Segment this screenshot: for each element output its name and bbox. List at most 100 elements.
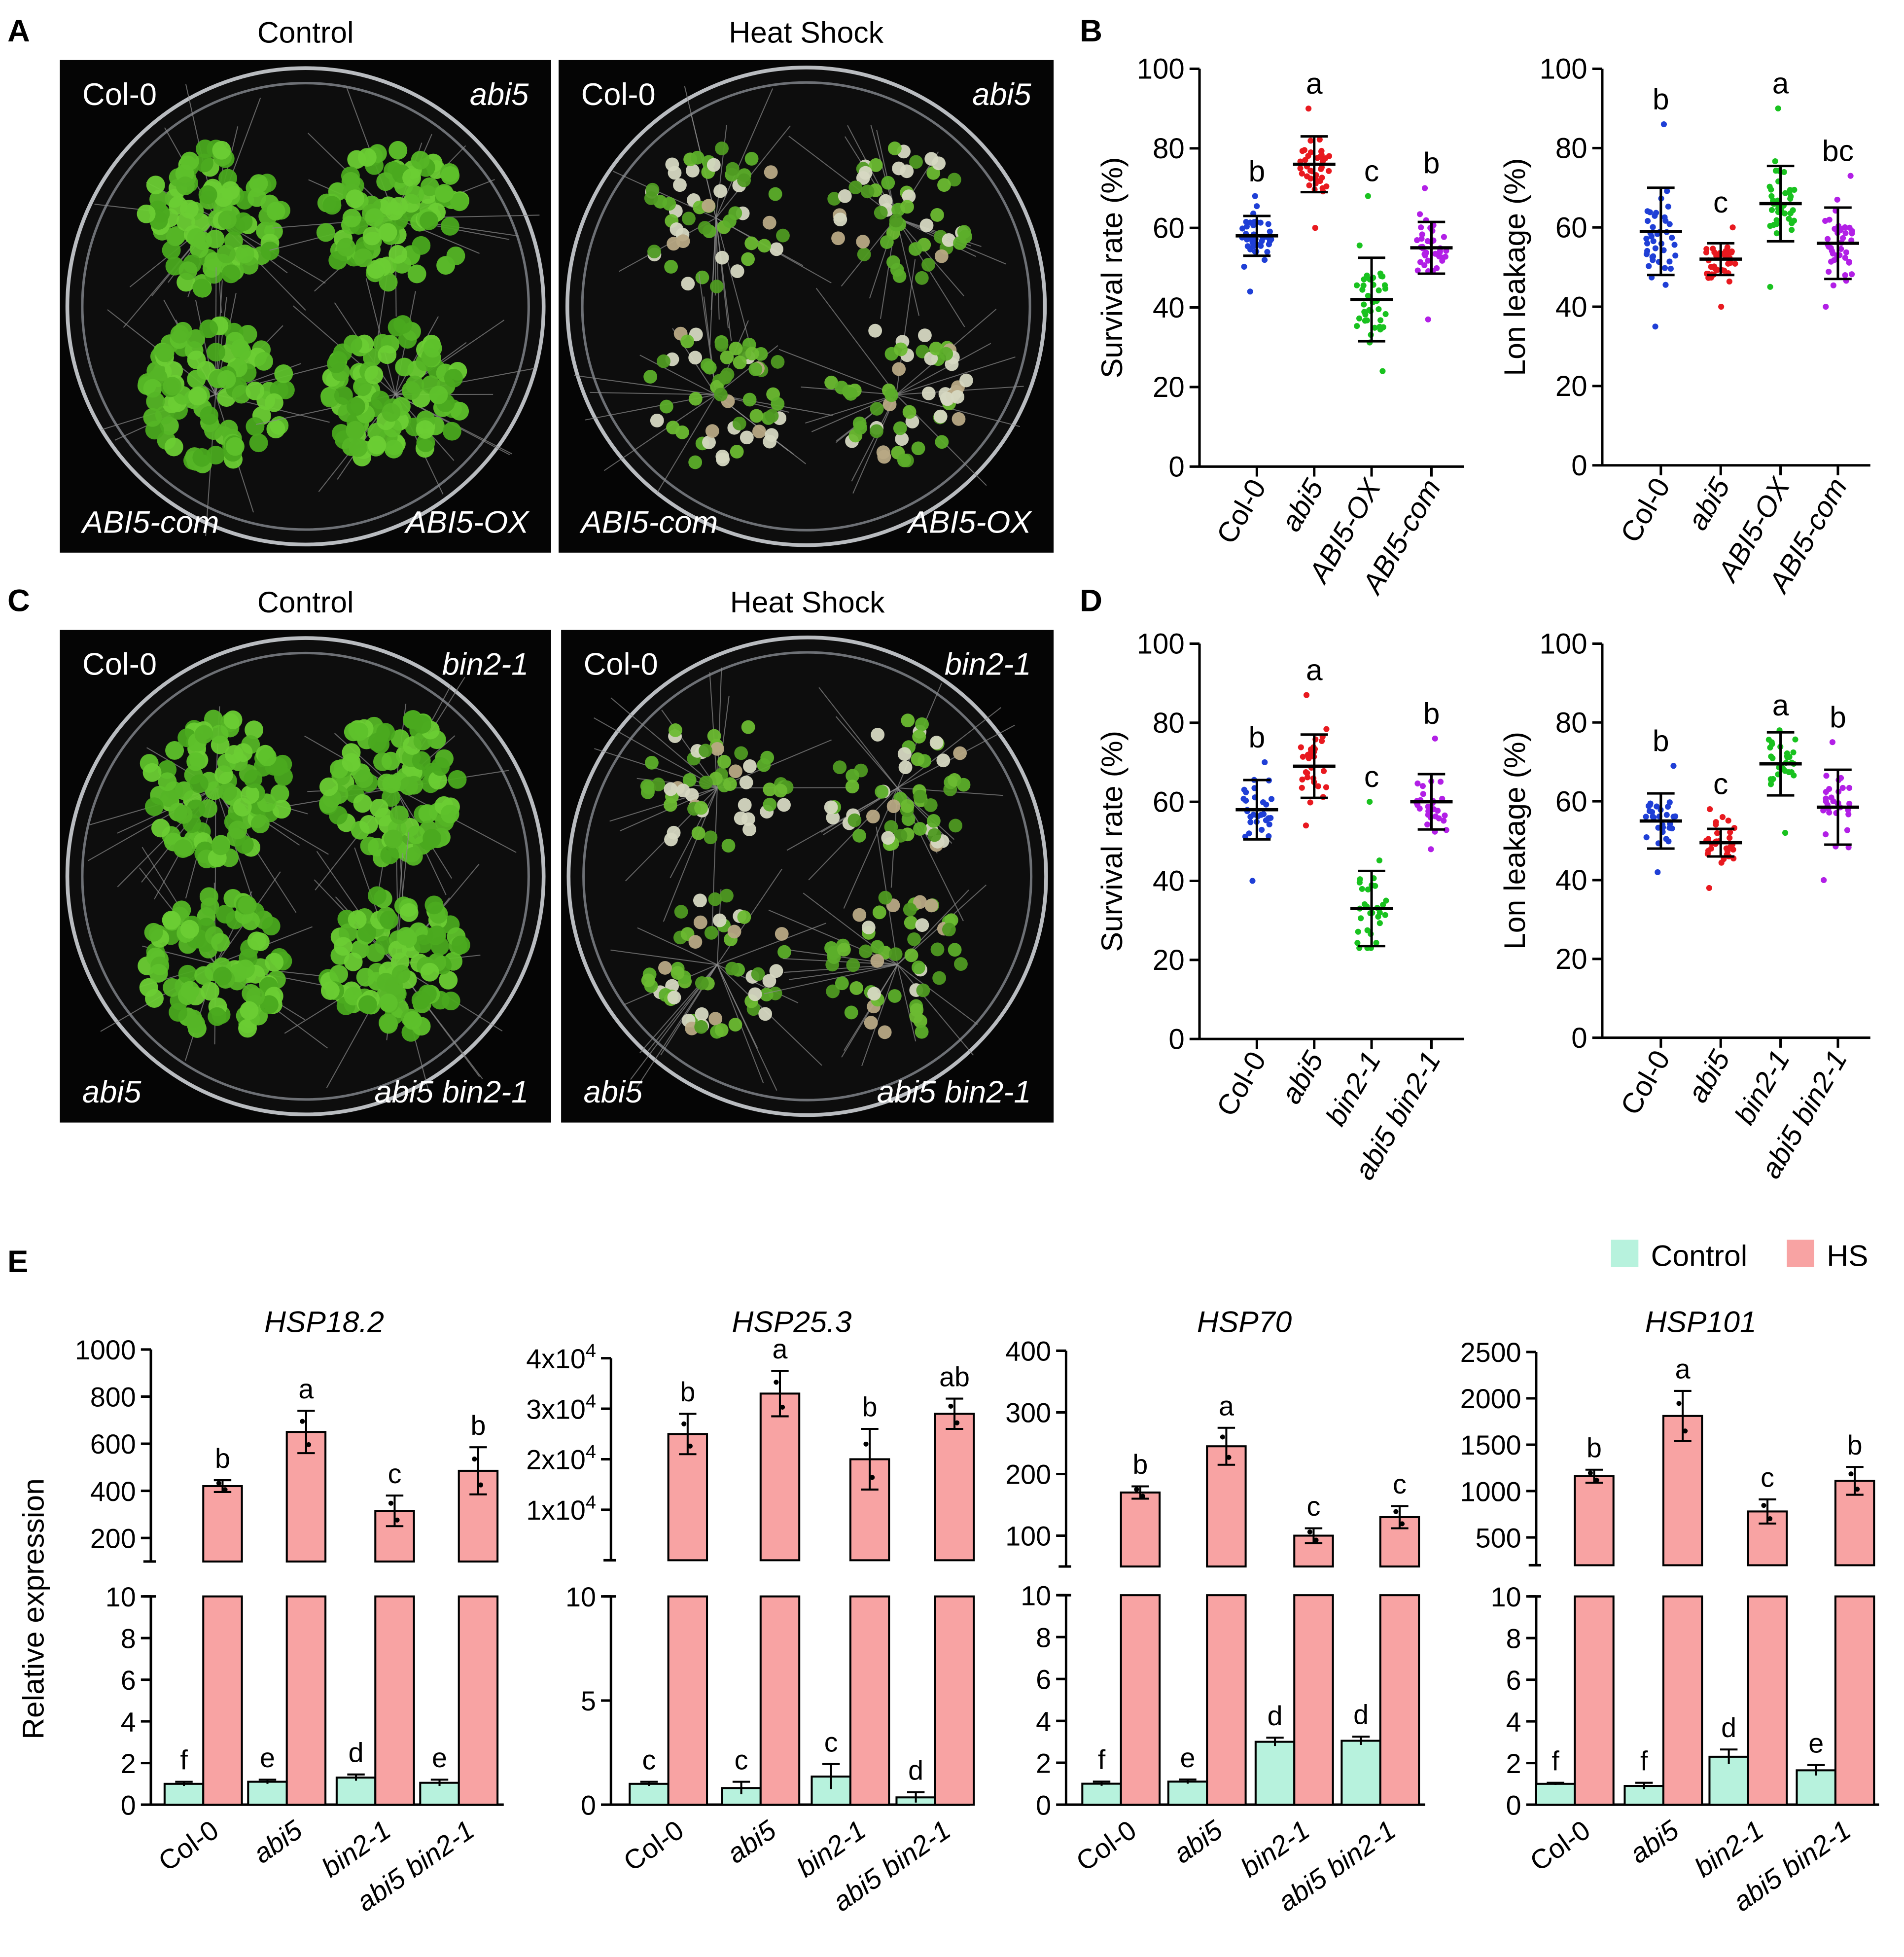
seedling-leaf xyxy=(838,189,852,203)
significance-letter-control: d xyxy=(908,1755,923,1785)
seedling-leaf xyxy=(912,730,926,744)
seedling-root xyxy=(603,394,716,471)
seedling-leaf xyxy=(935,435,949,449)
data-point xyxy=(1354,282,1360,288)
data-point xyxy=(1705,836,1712,842)
seedling-leaf xyxy=(833,760,847,775)
data-point xyxy=(1775,105,1781,111)
data-point xyxy=(1830,798,1836,804)
petri-dish-inner-rim xyxy=(81,82,530,531)
plate-photo-a-control: Control Col-0 abi5 ABI5-com ABI5-OX xyxy=(60,15,551,553)
data-point xyxy=(1249,878,1256,884)
seedling-leaf xyxy=(705,424,719,438)
seedling-leaf xyxy=(334,386,353,405)
seedling-leaf xyxy=(717,755,731,769)
data-point xyxy=(1661,214,1668,220)
y-tick-label: 80 xyxy=(1555,133,1587,165)
seedling-leaf xyxy=(211,933,230,952)
bar-control xyxy=(335,1777,377,1806)
y-tick-label-lower: 8 xyxy=(1036,1622,1051,1653)
replicate-dot xyxy=(1594,1477,1599,1483)
seedling-leaf xyxy=(937,178,951,192)
significance-letter-control: c xyxy=(642,1744,656,1775)
seedling-leaf xyxy=(877,450,891,464)
data-point xyxy=(1354,940,1361,946)
seedling-leaf xyxy=(440,216,459,236)
y-tick-label: 0 xyxy=(1571,450,1587,482)
seedling-leaf xyxy=(775,927,789,941)
data-point xyxy=(1307,149,1314,156)
seedling-leaf xyxy=(846,958,860,972)
data-point xyxy=(1829,739,1835,746)
x-tick-label: Col-0 xyxy=(1071,1815,1142,1877)
seedling-leaf xyxy=(904,948,918,962)
data-point xyxy=(1252,193,1258,199)
replicate-dot xyxy=(1676,1401,1682,1406)
bar-hs-upper xyxy=(202,1485,243,1563)
plate-genotype-label: abi5 bin2-1 xyxy=(375,1075,529,1109)
seedling-leaf xyxy=(748,987,762,1001)
bar-control xyxy=(163,1782,205,1806)
seedling-leaf xyxy=(890,263,904,277)
seedling-leaf xyxy=(412,751,431,770)
replicate-dot xyxy=(1313,1537,1319,1543)
data-point xyxy=(1354,323,1360,329)
seedling-leaf xyxy=(682,773,697,787)
petri-dish-rim xyxy=(65,636,546,1116)
data-point xyxy=(1424,821,1431,828)
y-tick-label: 60 xyxy=(1153,786,1185,818)
x-tick-label: Col-0 xyxy=(1210,1046,1272,1122)
tick-exponent: 4 xyxy=(586,1391,596,1412)
bar-control xyxy=(419,1781,460,1806)
seedling-leaf xyxy=(714,1023,729,1037)
replicate-dot xyxy=(1683,1428,1688,1434)
seedling-leaf xyxy=(956,778,971,792)
seedling-leaf xyxy=(389,805,409,824)
seedling-leaf xyxy=(450,192,469,212)
seedling-leaf xyxy=(381,751,400,771)
seedling-leaf xyxy=(643,370,658,384)
data-point xyxy=(1356,315,1363,321)
data-point xyxy=(1838,775,1844,781)
data-point xyxy=(1671,242,1678,248)
seedling-leaf xyxy=(770,242,783,256)
seedling-leaf xyxy=(688,455,703,469)
seedling-leaf xyxy=(430,936,450,956)
seedling-leaf xyxy=(887,142,902,155)
seedling-leaf xyxy=(448,770,467,789)
seedling-leaf xyxy=(332,424,351,443)
data-point xyxy=(1784,754,1791,761)
data-point xyxy=(1644,208,1651,214)
significance-letter-control: e xyxy=(1808,1728,1824,1759)
data-point xyxy=(1821,877,1827,884)
seedling-leaf xyxy=(327,354,346,373)
seedling-leaf xyxy=(180,981,200,1000)
data-point xyxy=(1243,789,1249,795)
seedling-leaf xyxy=(741,720,755,734)
seedling-leaf xyxy=(936,753,951,768)
data-point xyxy=(1708,845,1715,852)
seedling-leaf xyxy=(700,358,714,372)
replicate-dot xyxy=(870,1475,875,1480)
seedling-leaf xyxy=(907,932,921,946)
data-point xyxy=(1382,311,1389,318)
seedling-leaf xyxy=(407,825,426,845)
tick-exponent: 4 xyxy=(586,1492,596,1513)
seedling-leaf xyxy=(734,746,748,760)
data-point xyxy=(1244,236,1250,243)
data-point xyxy=(1792,736,1798,743)
data-point xyxy=(1838,246,1844,252)
data-point xyxy=(1830,282,1836,288)
y-tick-label-upper: 1x104 xyxy=(526,1492,596,1526)
significance-letter: bc xyxy=(1822,134,1854,167)
data-point xyxy=(1846,784,1853,791)
seedling-leaf xyxy=(715,142,729,155)
significance-letter-control: e xyxy=(1180,1743,1196,1773)
data-point xyxy=(1265,221,1271,227)
plate-genotype-label: Col-0 xyxy=(82,647,157,682)
bar-hs-upper xyxy=(285,1431,327,1563)
seedling-leaf xyxy=(401,381,421,400)
plate-genotype-label: ABI5-com xyxy=(80,505,219,539)
seedling-leaf xyxy=(748,362,763,376)
y-tick-label-lower: 0 xyxy=(121,1790,136,1820)
